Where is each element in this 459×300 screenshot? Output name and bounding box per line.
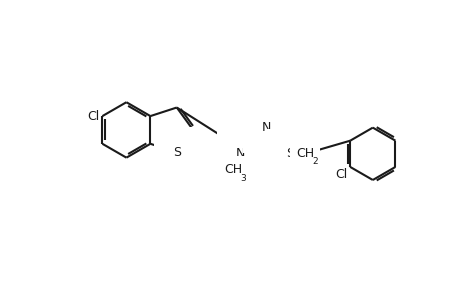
Text: N: N — [261, 121, 271, 134]
Text: 2: 2 — [311, 157, 317, 166]
Text: N: N — [235, 147, 245, 160]
Text: N: N — [280, 134, 290, 146]
Text: Cl: Cl — [87, 110, 99, 123]
Text: 3: 3 — [240, 174, 246, 183]
Text: CH: CH — [295, 146, 313, 160]
Text: Cl: Cl — [335, 168, 347, 182]
Text: S: S — [285, 147, 293, 160]
Text: CH: CH — [224, 163, 242, 176]
Text: S: S — [173, 146, 180, 159]
